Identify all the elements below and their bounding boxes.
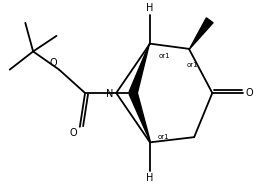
Polygon shape — [189, 18, 213, 49]
Text: H: H — [146, 173, 154, 183]
Polygon shape — [129, 44, 150, 94]
Text: O: O — [70, 128, 77, 138]
Text: N: N — [106, 89, 113, 99]
Text: O: O — [49, 58, 57, 68]
Text: O: O — [246, 88, 253, 98]
Text: or1: or1 — [159, 53, 171, 59]
Text: or1: or1 — [186, 62, 198, 68]
Text: or1: or1 — [158, 134, 169, 140]
Text: H: H — [146, 3, 154, 13]
Polygon shape — [129, 92, 150, 142]
